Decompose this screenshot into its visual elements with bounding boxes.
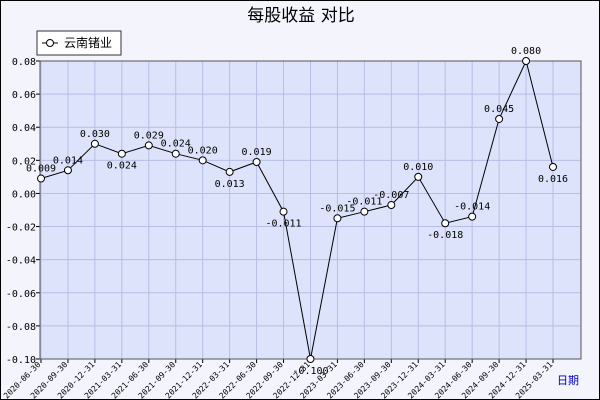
data-label: -0.011: [265, 219, 301, 230]
data-point: [387, 201, 396, 210]
y-tick-label: 0.02: [12, 156, 36, 167]
y-tick-label: -0.02: [6, 223, 36, 234]
legend-marker-icon: [46, 39, 54, 47]
y-tick-label: -0.08: [6, 322, 36, 333]
data-label: 0.030: [80, 129, 110, 140]
y-tick-label: 0.08: [12, 57, 36, 68]
data-point: [441, 219, 450, 228]
data-point: [495, 114, 504, 123]
data-point: [171, 149, 180, 158]
data-label: 0.013: [215, 179, 245, 190]
data-label: 0.024: [161, 139, 191, 150]
data-point: [414, 172, 423, 181]
legend-label: 云南锗业: [64, 35, 112, 50]
data-point: [522, 57, 531, 65]
y-axis: 0.08 0.06 0.04 0.02 0.00 -0.02 -0.04 -0.06 -0.08…: [6, 57, 40, 366]
data-label: -0.100: [292, 366, 328, 377]
data-point: [37, 174, 45, 183]
data-label: 0.080: [511, 46, 541, 57]
data-label: 0.045: [484, 104, 514, 115]
y-tick-label: -0.06: [6, 289, 36, 300]
legend: 云南锗业: [36, 30, 122, 56]
data-label: -0.018: [427, 230, 463, 241]
data-label: 0.014: [53, 155, 83, 166]
y-tick-label: -0.10: [6, 355, 36, 366]
data-label: 0.016: [538, 174, 568, 185]
data-label: -0.011: [346, 197, 382, 208]
data-point: [333, 214, 342, 223]
data-point: [279, 207, 288, 216]
chart-title: 每股收益 对比: [247, 6, 354, 26]
data-point: [90, 139, 99, 148]
data-point: [144, 141, 153, 150]
data-label: 0.020: [188, 145, 218, 156]
data-point: [549, 162, 557, 171]
y-tick-label: 0.04: [12, 123, 36, 134]
y-tick-label: 0.00: [12, 189, 36, 200]
y-tick-label: 0.06: [12, 90, 36, 101]
y-tick-label: -0.04: [6, 256, 36, 267]
data-point: [360, 207, 369, 216]
data-labels: 0.0090.0140.0300.0240.0290.0240.0200.013…: [26, 46, 568, 377]
data-point: [252, 157, 261, 166]
data-point: [468, 212, 477, 221]
data-point: [306, 355, 315, 363]
data-label: -0.015: [319, 203, 355, 214]
data-point: [63, 166, 72, 175]
data-label: -0.014: [454, 202, 490, 213]
data-label: 0.019: [242, 147, 272, 158]
data-point: [225, 167, 234, 176]
series-line-yunnan-germanium: [40, 59, 554, 360]
legend-box: [36, 30, 122, 56]
data-label: 0.010: [403, 162, 433, 173]
data-label: 0.024: [107, 161, 137, 172]
data-point: [117, 149, 126, 158]
data-label: -0.007: [373, 190, 409, 201]
x-axis-label: 日期: [557, 374, 579, 387]
data-point: [198, 156, 207, 165]
data-points: [37, 57, 557, 363]
data-label: 0.029: [134, 130, 164, 141]
data-label: 0.009: [26, 164, 56, 175]
x-axis: 2020-06-302020-09-302020-12-312021-03-31…: [2, 359, 555, 399]
